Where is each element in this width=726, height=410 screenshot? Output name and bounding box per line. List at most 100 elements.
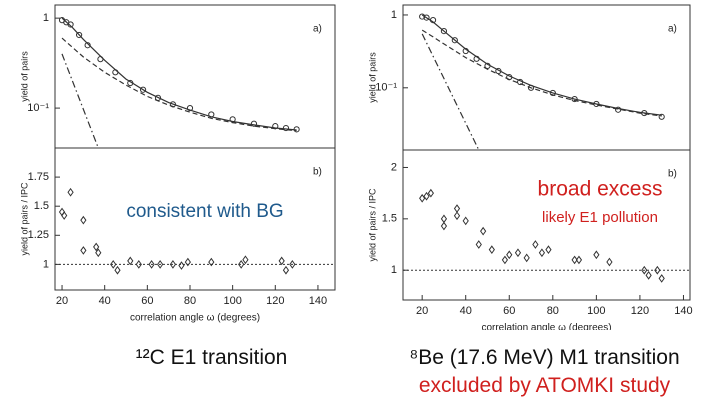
x-tick-label: 120 bbox=[266, 295, 284, 307]
data-point bbox=[523, 253, 530, 263]
data-point bbox=[475, 240, 482, 249]
data-point bbox=[114, 265, 121, 275]
y-tick-label: 1.5 bbox=[34, 200, 49, 212]
data-point bbox=[538, 248, 546, 258]
data-point bbox=[67, 21, 74, 28]
curve bbox=[421, 33, 480, 151]
annotation: consistent with BG bbox=[126, 201, 283, 222]
data-point bbox=[440, 214, 448, 224]
data-point bbox=[575, 255, 583, 265]
curve bbox=[61, 53, 99, 149]
data-point bbox=[93, 242, 100, 252]
x-tick-label: 140 bbox=[309, 295, 327, 307]
panel-label: a) bbox=[668, 24, 677, 35]
x-tick-label: 60 bbox=[141, 295, 153, 307]
curve bbox=[421, 29, 662, 117]
data-point bbox=[501, 255, 509, 265]
panel-label: a) bbox=[313, 24, 322, 35]
data-point bbox=[654, 265, 661, 275]
plot-frame bbox=[54, 4, 336, 149]
y-tick-label: 1.5 bbox=[382, 213, 397, 225]
data-point bbox=[423, 191, 430, 201]
data-point bbox=[208, 257, 215, 267]
plot-frame bbox=[402, 149, 691, 301]
data-point bbox=[148, 260, 155, 269]
y-axis-label: yield of pairs / IPC bbox=[19, 182, 29, 256]
data-point bbox=[80, 215, 87, 225]
x-tick-label: 120 bbox=[631, 305, 649, 317]
data-point bbox=[242, 255, 249, 265]
data-point bbox=[488, 245, 495, 255]
data-point bbox=[110, 260, 117, 269]
data-point bbox=[95, 248, 102, 258]
data-point bbox=[453, 211, 461, 221]
data-point bbox=[545, 245, 552, 255]
caption: excluded by ATOMKI study bbox=[418, 374, 671, 397]
y-axis-label: yield of pairs bbox=[367, 52, 377, 103]
x-tick-label: 20 bbox=[56, 295, 68, 307]
data-point bbox=[532, 240, 539, 249]
curve bbox=[61, 17, 297, 131]
caption: ⁸Be (17.6 MeV) M1 transition bbox=[409, 346, 680, 369]
x-tick-label: 80 bbox=[184, 295, 196, 307]
y-tick-label: 1 bbox=[43, 258, 49, 270]
panel-label: b) bbox=[668, 169, 677, 180]
x-tick-label: 40 bbox=[99, 295, 111, 307]
x-axis-label: correlation angle ω (degrees) bbox=[130, 313, 260, 324]
x-tick-label: 140 bbox=[674, 305, 692, 317]
data-point bbox=[67, 187, 74, 197]
data-point bbox=[641, 265, 648, 275]
data-point bbox=[440, 221, 448, 231]
y-axis-label: yield of pairs bbox=[19, 51, 29, 102]
x-tick-label: 20 bbox=[416, 305, 428, 317]
data-point bbox=[282, 265, 290, 275]
curve bbox=[421, 14, 662, 116]
curve bbox=[61, 37, 297, 132]
data-point bbox=[571, 255, 578, 265]
plot-frame bbox=[402, 4, 691, 151]
data-point bbox=[75, 31, 83, 39]
data-point bbox=[606, 257, 613, 267]
y-tick-label: 10⁻¹ bbox=[27, 102, 49, 114]
data-point bbox=[61, 211, 68, 220]
y-tick-label: 1.25 bbox=[28, 229, 49, 241]
data-point bbox=[658, 274, 665, 283]
data-point bbox=[84, 42, 91, 49]
data-point bbox=[169, 260, 177, 269]
data-point bbox=[451, 37, 458, 44]
data-point bbox=[282, 124, 290, 132]
data-point bbox=[549, 89, 556, 97]
y-tick-label: 1 bbox=[43, 12, 49, 24]
data-point bbox=[453, 204, 461, 213]
data-point bbox=[593, 250, 600, 260]
y-axis-label: yield of pairs / IPC bbox=[367, 188, 377, 262]
annotation: likely E1 pollution bbox=[542, 209, 658, 226]
x-axis-label: correlation angle ω (degrees) bbox=[481, 323, 611, 330]
data-point bbox=[139, 86, 147, 93]
data-point bbox=[645, 270, 652, 280]
data-point bbox=[427, 188, 434, 198]
data-point bbox=[238, 260, 245, 269]
data-point bbox=[278, 256, 285, 266]
data-point bbox=[289, 260, 296, 269]
data-point bbox=[440, 28, 448, 35]
x-tick-label: 100 bbox=[223, 295, 241, 307]
y-tick-label: 1 bbox=[391, 264, 397, 276]
data-point bbox=[658, 113, 665, 120]
data-point bbox=[127, 256, 134, 266]
data-point bbox=[184, 257, 191, 267]
data-point bbox=[462, 216, 469, 226]
x-tick-label: 60 bbox=[503, 305, 515, 317]
annotation: broad excess bbox=[538, 178, 663, 201]
y-tick-label: 1 bbox=[391, 9, 397, 21]
y-tick-label: 10⁻¹ bbox=[375, 82, 397, 94]
caption: ¹²C E1 transition bbox=[135, 346, 288, 369]
x-tick-label: 100 bbox=[587, 305, 605, 317]
data-point bbox=[178, 261, 185, 270]
data-point bbox=[157, 260, 164, 269]
data-point bbox=[423, 14, 430, 21]
y-tick-label: 1.75 bbox=[28, 171, 49, 183]
data-point bbox=[135, 260, 142, 269]
data-point bbox=[80, 246, 87, 255]
